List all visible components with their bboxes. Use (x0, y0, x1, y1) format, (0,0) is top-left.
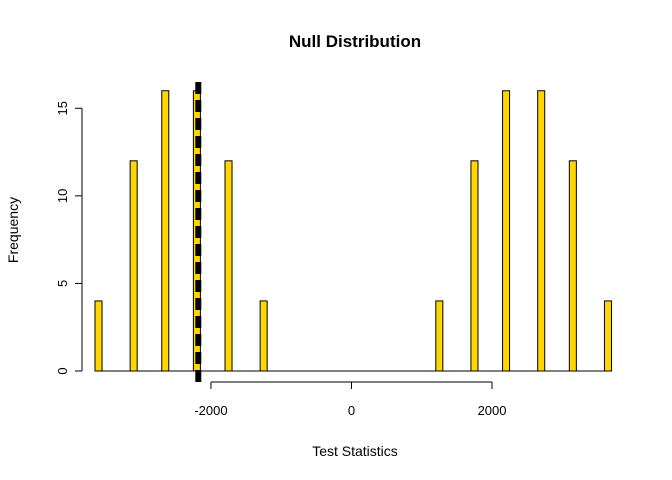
x-tick-label: 0 (348, 403, 355, 418)
bar-11 (603, 300, 612, 372)
y-axis: 0 5 10 15 (55, 101, 83, 375)
bar-4 (224, 160, 233, 372)
y-tick-label: 15 (55, 101, 70, 115)
x-axis: -2000 0 2000 (194, 381, 507, 418)
bar-6 (435, 300, 444, 372)
bar-5 (259, 300, 268, 372)
x-axis-label: Test Statistics (312, 443, 398, 459)
bars-group (94, 90, 612, 372)
y-tick-label: 5 (55, 280, 70, 287)
bar-9 (537, 90, 546, 372)
bar-7 (470, 160, 479, 372)
y-axis-label: Frequency (5, 197, 21, 263)
chart-title: Null Distribution (289, 32, 421, 51)
bar-2 (161, 90, 170, 372)
x-tick-label: -2000 (194, 403, 227, 418)
x-tick-label: 2000 (478, 403, 507, 418)
bar-10 (568, 160, 577, 372)
bar-0 (94, 300, 103, 372)
bar-8 (502, 90, 511, 372)
y-tick-label: 0 (55, 367, 70, 374)
y-tick-label: 10 (55, 189, 70, 203)
bar-1 (129, 160, 138, 372)
